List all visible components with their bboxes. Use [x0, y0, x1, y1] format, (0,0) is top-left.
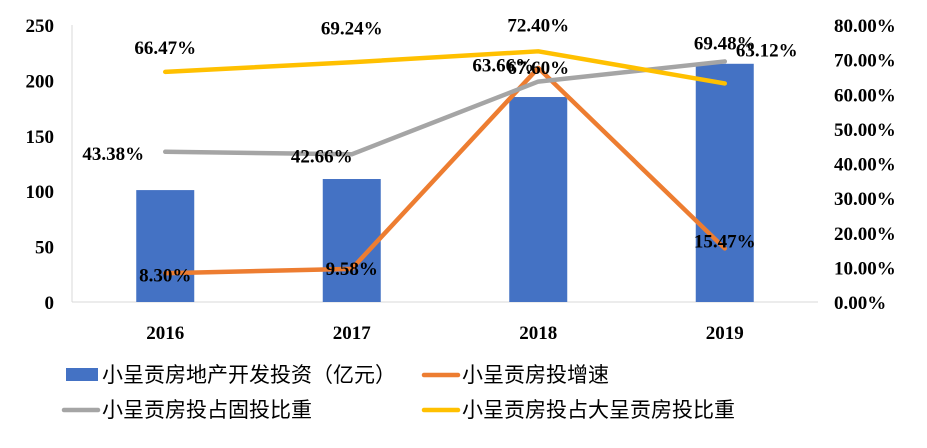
legend-label: 小呈贡房投占固投比重	[102, 398, 312, 422]
data-label: 9.58%	[326, 259, 378, 280]
right-axis-tick-label: 0.00%	[834, 293, 886, 314]
data-label: 66.47%	[134, 38, 196, 59]
line-series-2	[163, 59, 727, 157]
legend-label: 小呈贡房投增速	[462, 363, 609, 387]
right-axis-tick-label: 40.00%	[834, 155, 896, 176]
left-axis-tick-label: 0	[45, 293, 55, 314]
bar-2017	[322, 179, 381, 302]
right-axis-tick-label: 70.00%	[834, 51, 896, 72]
right-axis-tick-label: 30.00%	[834, 189, 896, 210]
legend-label: 小呈贡房投占大呈贡房投比重	[462, 398, 735, 422]
left-axis-tick-label: 50	[35, 238, 54, 259]
data-label: 72.40%	[507, 15, 569, 36]
right-axis-tick-label: 20.00%	[834, 224, 896, 245]
data-label: 63.66%	[472, 56, 534, 77]
data-label: 43.38%	[82, 144, 144, 165]
data-label: 8.30%	[139, 265, 191, 286]
line-series-3	[163, 49, 727, 86]
legend-swatch-bar	[66, 368, 98, 381]
x-axis-category-label: 2019	[706, 323, 744, 344]
data-label: 63.12%	[736, 40, 798, 61]
data-label: 42.66%	[291, 146, 353, 167]
left-axis-tick-label: 250	[26, 16, 55, 37]
data-label: 69.48%	[694, 33, 756, 54]
bar-2018	[509, 97, 568, 303]
right-axis-tick-label: 60.00%	[834, 85, 896, 106]
data-label: 15.47%	[694, 231, 756, 252]
legend-label: 小呈贡房地产开发投资（亿元）	[102, 363, 396, 387]
data-label: 67.60%	[507, 58, 569, 79]
right-axis-tick-label: 10.00%	[834, 258, 896, 279]
line-series-1	[163, 65, 727, 276]
right-axis-tick-label: 80.00%	[834, 16, 896, 37]
data-label: 69.24%	[321, 18, 383, 39]
right-axis-tick-label: 50.00%	[834, 120, 896, 141]
left-axis-tick-label: 100	[26, 182, 55, 203]
left-axis-tick-label: 150	[26, 127, 55, 148]
x-axis-category-label: 2016	[146, 323, 184, 344]
left-axis-tick-label: 200	[26, 71, 55, 92]
x-axis-category-label: 2018	[519, 323, 557, 344]
x-axis-category-label: 2017	[333, 323, 372, 344]
bar-2019	[695, 63, 754, 302]
bar-2016	[136, 190, 195, 302]
